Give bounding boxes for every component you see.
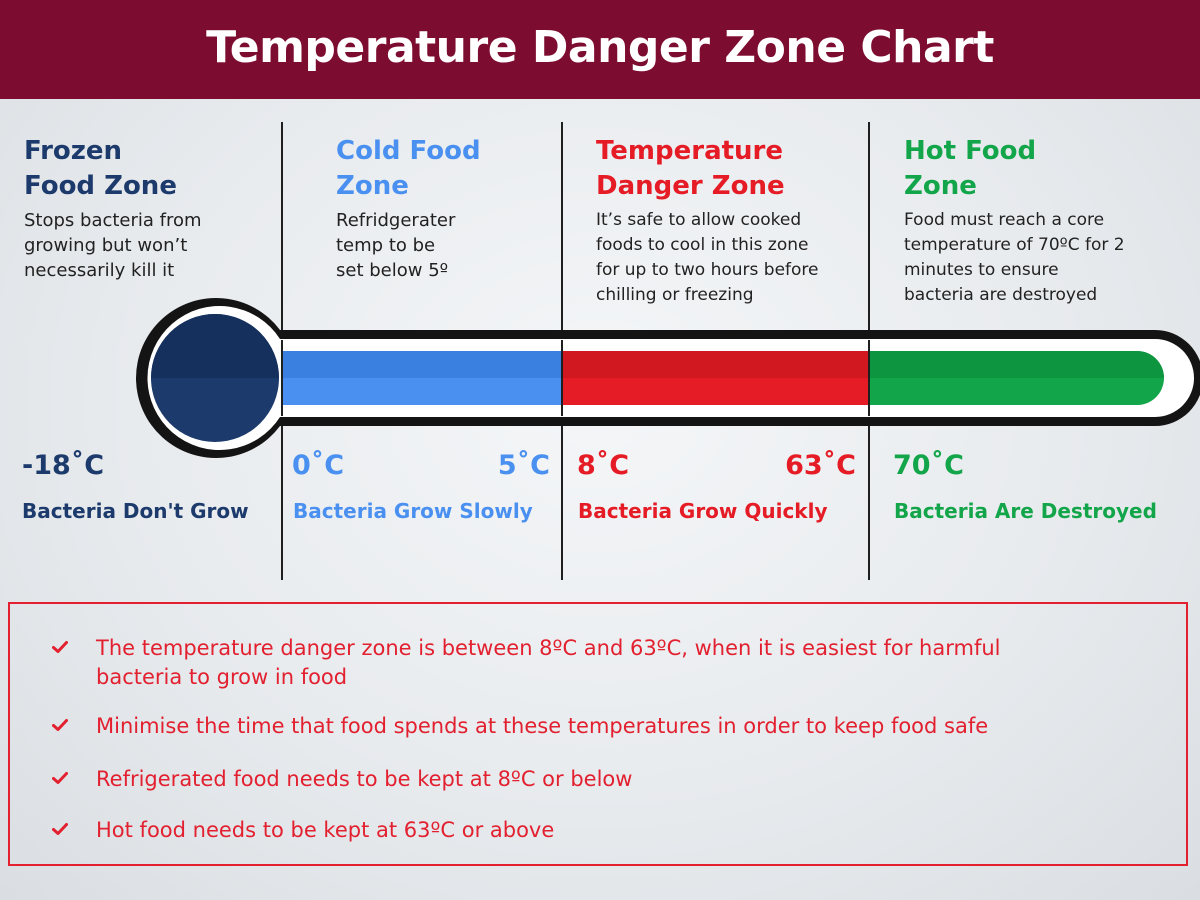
zone-danger-description: It’s safe to allow cooked foods to cool … — [596, 210, 819, 305]
zone-hot-title: Hot Food Zone — [904, 136, 1037, 201]
label-cold: Bacteria Grow Slowly — [293, 499, 533, 523]
note-text: Minimise the time that food spends at th… — [96, 714, 989, 738]
temp-cold-low: 0˚C — [292, 450, 345, 481]
check-icon — [52, 719, 68, 731]
label-frozen: Bacteria Don't Grow — [22, 499, 249, 523]
label-danger: Bacteria Grow Quickly — [578, 499, 828, 523]
temp-danger-low: 8˚C — [577, 450, 630, 481]
page-title: Temperature Danger Zone Chart — [206, 22, 994, 73]
temp-danger-high: 63˚C — [785, 450, 856, 481]
thermometer-divider-1 — [281, 340, 283, 416]
note-text: The temperature danger zone is between 8… — [96, 636, 1001, 660]
segment-hot-shade — [868, 351, 1164, 378]
note-text: Hot food needs to be kept at 63ºC or abo… — [96, 818, 555, 842]
zone-danger-title: Temperature Danger Zone — [596, 136, 785, 201]
thermometer-bulb-shade — [151, 314, 279, 378]
zone-hot-description: Food must reach a core temperature of 70… — [904, 210, 1125, 305]
check-icon — [52, 772, 68, 784]
segment-cold-shade — [282, 351, 561, 378]
zone-cold-title: Cold Food Zone — [336, 136, 481, 201]
thermometer-divider-3 — [868, 340, 870, 416]
note-text: Refrigerated food needs to be kept at 8º… — [96, 767, 633, 791]
temp-hot: 70˚C — [893, 450, 964, 481]
zone-cold-description: Refridgerater temp to be set below 5º — [336, 210, 456, 281]
thermometer-graphic — [136, 298, 1200, 458]
thermometer-divider-2 — [561, 340, 563, 416]
label-hot: Bacteria Are Destroyed — [894, 499, 1157, 523]
notes-box: The temperature danger zone is between 8… — [8, 602, 1188, 866]
zone-frozen-description: Stops bacteria from growing but won’t ne… — [24, 210, 202, 281]
temp-cold-high: 5˚C — [497, 450, 550, 481]
check-icon — [52, 641, 68, 653]
temp-frozen: -18˚C — [22, 450, 105, 481]
segment-danger-shade — [561, 351, 868, 378]
header-banner: Temperature Danger Zone Chart — [0, 0, 1200, 99]
check-icon — [52, 823, 68, 835]
note-text-cont: bacteria to grow in food — [96, 665, 348, 689]
zone-frozen-title: Frozen Food Zone — [24, 136, 177, 201]
